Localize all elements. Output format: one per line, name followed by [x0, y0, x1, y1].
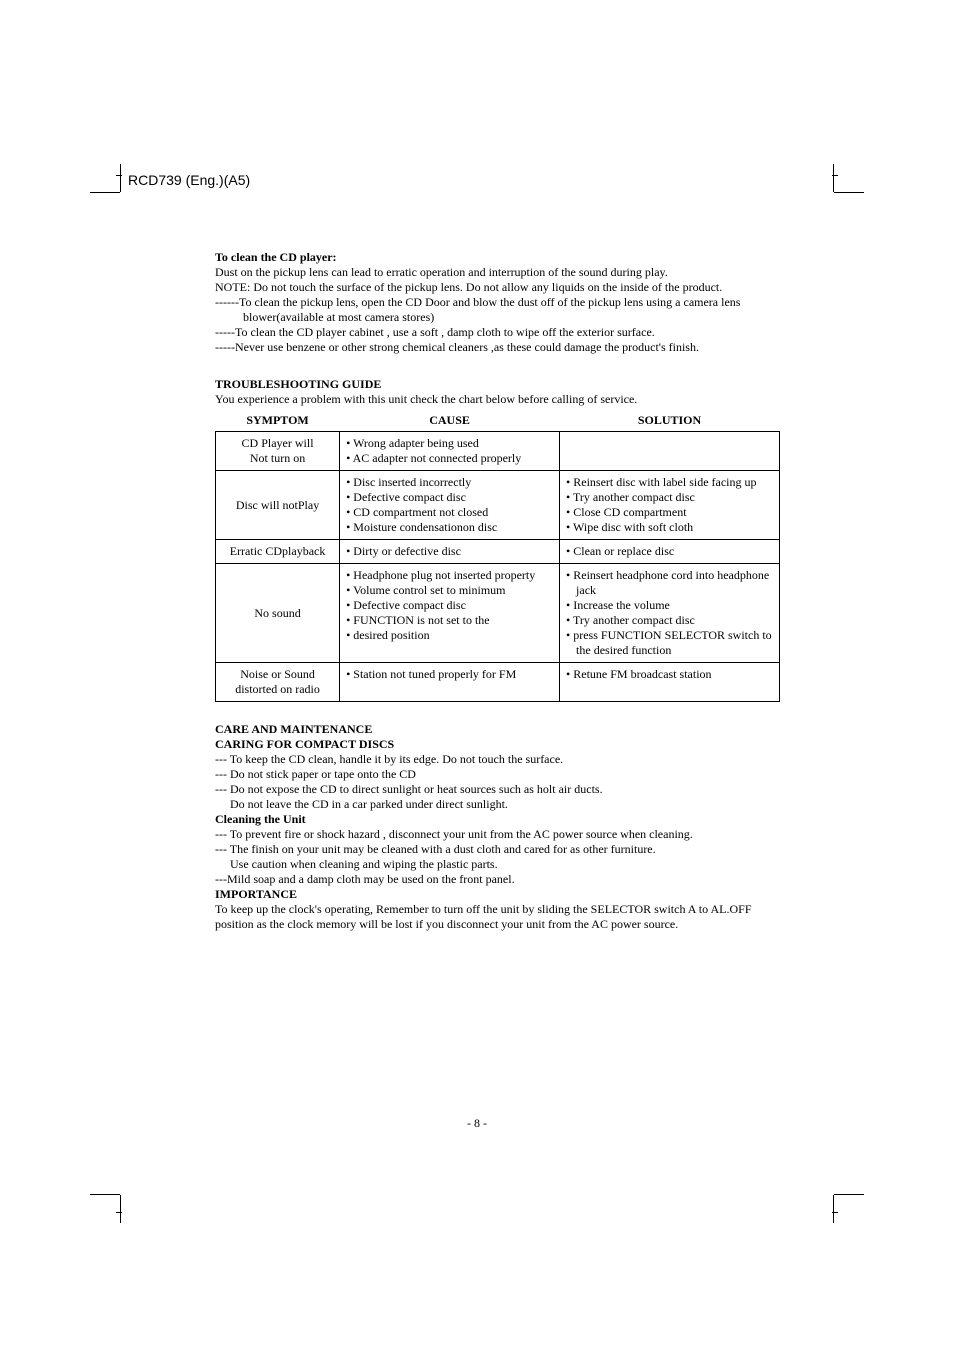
clean-dash-line: ------To clean the pickup lens, open the… [215, 295, 780, 325]
clean-line: Dust on the pickup lens can lead to erra… [215, 265, 780, 280]
care-title: CARE AND MAINTENANCE [215, 722, 780, 737]
th-cause: CAUSE [340, 409, 560, 432]
importance-title: IMPORTANCE [215, 887, 780, 902]
table-row: Erratic CDplayback• Dirty or defective d… [216, 540, 780, 564]
caring-discs-title: CARING FOR COMPACT DISCS [215, 737, 780, 752]
table-row: CD Player willNot turn on• Wrong adapter… [216, 432, 780, 471]
cleaning-line: Use caution when cleaning and wiping the… [215, 857, 780, 872]
cause-cell: • Station not tuned properly for FM [340, 663, 560, 702]
table-row: Noise or Sounddistorted on radio• Statio… [216, 663, 780, 702]
troubleshooting-intro: You experience a problem with this unit … [215, 392, 780, 407]
clean-line: NOTE: Do not touch the surface of the pi… [215, 280, 780, 295]
cause-cell: • Headphone plug not inserted property• … [340, 564, 560, 663]
solution-cell: • Retune FM broadcast station [560, 663, 780, 702]
symptom-cell: Disc will notPlay [216, 471, 340, 540]
cleaning-line: --- The finish on your unit may be clean… [215, 842, 780, 857]
solution-cell: • Reinsert headphone cord into headphone… [560, 564, 780, 663]
symptom-cell: Noise or Sounddistorted on radio [216, 663, 340, 702]
clean-title: To clean the CD player: [215, 250, 780, 265]
cause-cell: • Dirty or defective disc [340, 540, 560, 564]
table-row: No sound• Headphone plug not inserted pr… [216, 564, 780, 663]
clean-dash-line: -----To clean the CD player cabinet , us… [215, 325, 780, 340]
th-solution: SOLUTION [560, 409, 780, 432]
care-line: Do not leave the CD in a car parked unde… [215, 797, 780, 812]
document-content: To clean the CD player: Dust on the pick… [215, 250, 780, 932]
troubleshooting-title: TROUBLESHOOTING GUIDE [215, 377, 780, 392]
symptom-cell: CD Player willNot turn on [216, 432, 340, 471]
solution-cell: • Reinsert disc with label side facing u… [560, 471, 780, 540]
care-line: --- Do not expose the CD to direct sunli… [215, 782, 780, 797]
cleaning-line: --- To prevent fire or shock hazard , di… [215, 827, 780, 842]
th-symptom: SYMPTOM [216, 409, 340, 432]
cleaning-line: ---Mild soap and a damp cloth may be use… [215, 872, 780, 887]
page-number: - 8 - [0, 1116, 954, 1131]
doc-header: RCD739 (Eng.)(A5) [128, 172, 250, 188]
cause-cell: • Wrong adapter being used• AC adapter n… [340, 432, 560, 471]
clean-dash-line: -----Never use benzene or other strong c… [215, 340, 780, 355]
symptom-cell: Erratic CDplayback [216, 540, 340, 564]
cause-cell: • Disc inserted incorrectly• Defective c… [340, 471, 560, 540]
symptom-cell: No sound [216, 564, 340, 663]
importance-text: To keep up the clock's operating, Rememb… [215, 902, 780, 932]
care-line: --- To keep the CD clean, handle it by i… [215, 752, 780, 767]
solution-cell: • Clean or replace disc [560, 540, 780, 564]
care-line: --- Do not stick paper or tape onto the … [215, 767, 780, 782]
troubleshooting-table: SYMPTOM CAUSE SOLUTION CD Player willNot… [215, 409, 780, 702]
cleaning-unit-title: Cleaning the Unit [215, 812, 780, 827]
table-row: Disc will notPlay• Disc inserted incorre… [216, 471, 780, 540]
solution-cell [560, 432, 780, 471]
